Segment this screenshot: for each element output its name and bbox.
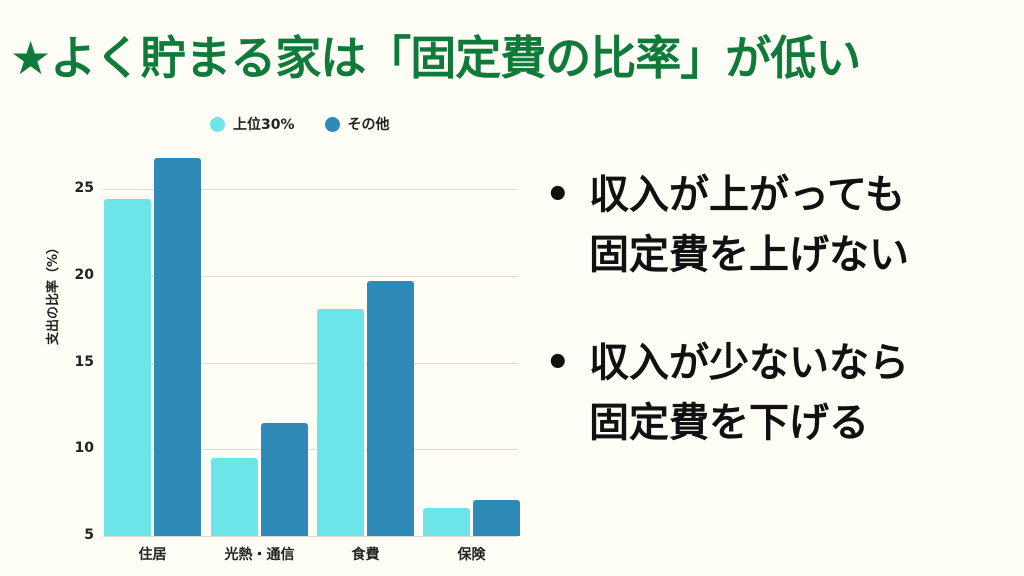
y-tick-label: 25 xyxy=(74,180,94,196)
x-tick-label: 食費 xyxy=(351,547,380,563)
legend-item-other: その他 xyxy=(324,114,390,134)
legend-item-top30: 上位30% xyxy=(210,114,295,134)
page-title: ★よく貯まる家は「固定費の比率」が低い xyxy=(10,31,861,85)
legend-label-top30: 上位30% xyxy=(233,117,295,133)
bullet-item-2: • 収入が少ないなら 固定費を下げる xyxy=(545,333,909,453)
bar-top30 xyxy=(317,308,364,536)
legend-swatch-other xyxy=(324,116,340,132)
gridline xyxy=(103,189,518,190)
bullet-mark: • xyxy=(545,172,571,218)
gridline xyxy=(103,363,518,364)
bullet-text: 収入が少ないなら 固定費を下げる xyxy=(589,340,909,446)
y-tick-label: 5 xyxy=(84,527,94,543)
bullet-item-1: • 収入が上がっても 固定費を上げない xyxy=(545,165,909,285)
y-tick-label: 20 xyxy=(74,267,94,283)
bar-top30 xyxy=(104,199,151,536)
gridline xyxy=(103,449,518,450)
chart-legend: 上位30% その他 xyxy=(210,114,390,134)
y-tick-label: 10 xyxy=(74,440,94,456)
bar-top30 xyxy=(423,508,470,536)
x-tick-label: 光熱・通信 xyxy=(224,547,295,563)
bar-other xyxy=(261,423,308,536)
gridline xyxy=(103,536,518,537)
bullet-text: 収入が上がっても 固定費を上げない xyxy=(589,172,909,278)
bullet-list: • 収入が上がっても 固定費を上げない • 収入が少ないなら 固定費を下げる xyxy=(545,165,909,501)
bar-other xyxy=(154,157,201,536)
bar-other xyxy=(473,499,520,536)
bullet-mark: • xyxy=(545,340,571,386)
y-tick-label: 15 xyxy=(74,354,94,370)
bar-chart: 5 10 15 20 25 住居 光熱・通信 食費 保険 xyxy=(74,157,520,563)
x-tick-label: 保険 xyxy=(457,547,486,563)
gridline xyxy=(103,276,518,277)
x-tick-label: 住居 xyxy=(138,547,167,563)
legend-label-other: その他 xyxy=(347,117,390,133)
legend-swatch-top30 xyxy=(210,116,225,132)
bar-top30 xyxy=(211,457,258,536)
bar-other xyxy=(367,280,414,536)
